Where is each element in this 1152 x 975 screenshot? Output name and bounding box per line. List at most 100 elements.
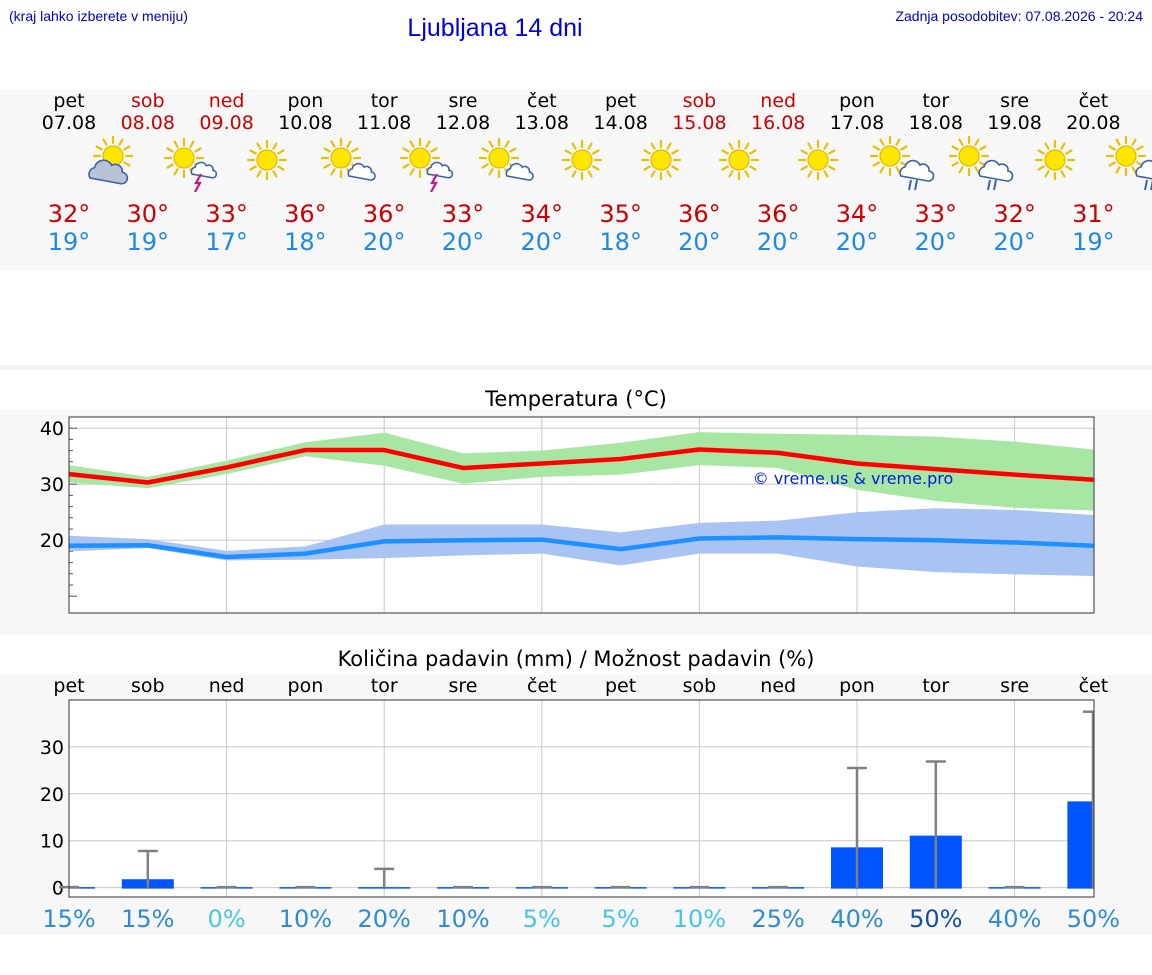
x-category-label: pet	[53, 675, 84, 697]
x-category-label: tor	[371, 675, 398, 697]
day-column: pet 14.08 35° 18°	[581, 90, 681, 256]
x-category-label: sre	[449, 675, 478, 697]
watermark: © vreme.us & vreme.pro	[753, 469, 954, 488]
day-column: pet 07.08 32° 19°	[29, 90, 134, 256]
sun-thunderstorm-icon	[163, 137, 217, 192]
x-category-label: pon	[288, 675, 324, 697]
y-tick-label: 30	[40, 474, 64, 496]
day-name: tor	[922, 90, 950, 112]
temp-min: 20°	[441, 228, 485, 256]
day-name: sre	[448, 90, 478, 112]
x-category-label: ned	[209, 675, 245, 697]
day-name: tor	[370, 90, 398, 112]
temp-max: 30°	[126, 200, 170, 228]
sun-rain-icon	[1106, 136, 1152, 191]
day-date: 08.08	[120, 112, 175, 134]
y-tick-label: 10	[40, 831, 64, 853]
temperature-chart-title: Temperatura (°C)	[485, 387, 667, 411]
temp-min: 20°	[756, 228, 800, 256]
sun-icon	[246, 139, 287, 181]
precip-chart-title: Količina padavin (mm) / Možnost padavin …	[337, 647, 815, 671]
temp-min: 20°	[835, 228, 879, 256]
temp-max: 36°	[362, 200, 406, 228]
sun-rain-icon	[869, 136, 935, 191]
day-name: čet	[1078, 90, 1109, 112]
sun-thunderstorm-icon	[400, 137, 454, 192]
precip-chance-label: 5%	[523, 905, 561, 933]
day-date: 12.08	[435, 112, 491, 134]
forecast-strip: pet 07.08 32° 19° sob 08.08 30° 19° ned 09.08 33° 1…	[0, 90, 1152, 270]
x-category-label: tor	[922, 675, 949, 697]
temp-max: 33°	[205, 200, 248, 228]
precip-bar	[1067, 801, 1094, 889]
day-name: pet	[604, 90, 637, 112]
day-column: tor 11.08 36° 20°	[344, 90, 454, 256]
temp-min: 17°	[205, 228, 248, 256]
temp-min: 19°	[126, 228, 170, 256]
precip-chance-label: 25%	[752, 905, 805, 933]
plot-frame	[68, 416, 1095, 614]
last-update: Zadnja posodobitev: 07.08.2026 - 20:24	[895, 8, 1143, 24]
day-date: 20.08	[1066, 112, 1121, 134]
temp-min: 20°	[362, 228, 406, 256]
precip-chance-label: 5%	[602, 905, 640, 933]
sun-icon	[719, 139, 760, 181]
day-column: pon 17.08 34° 20°	[817, 90, 935, 256]
day-name: pon	[287, 90, 324, 112]
sun-cloud-icon	[88, 136, 134, 185]
day-name: pon	[839, 90, 875, 112]
temp-min: 20°	[914, 228, 958, 256]
precip-bar	[358, 887, 411, 889]
x-category-label: pet	[605, 675, 636, 697]
day-date: 17.08	[829, 112, 885, 134]
plot-frame	[68, 699, 1095, 898]
day-column: ned 09.08 33° 17°	[187, 90, 287, 256]
temp-min: 19°	[1072, 228, 1115, 256]
day-date: 15.08	[672, 112, 727, 134]
temp-max: 32°	[993, 200, 1036, 228]
x-category-label: sob	[131, 675, 165, 697]
temp-max: 33°	[914, 200, 958, 228]
temp-min: 20°	[993, 228, 1036, 256]
temp-min: 18°	[599, 228, 642, 256]
temp-min: 18°	[284, 228, 327, 256]
day-date: 14.08	[593, 112, 648, 134]
temp-max: 32°	[47, 200, 91, 228]
x-category-label: ned	[760, 675, 796, 697]
day-date: 07.08	[41, 112, 97, 134]
divider	[0, 365, 1152, 370]
day-date: 19.08	[987, 112, 1042, 134]
day-column: sob 08.08 30° 19°	[108, 90, 217, 256]
y-tick-label: 30	[40, 737, 64, 759]
day-column: pon 10.08 36° 18°	[265, 90, 377, 256]
x-category-label: čet	[527, 675, 557, 697]
temp-min: 20°	[678, 228, 721, 256]
y-tick-label: 40	[40, 418, 64, 440]
temp-max: 34°	[835, 200, 879, 228]
sun-icon	[561, 139, 602, 181]
x-category-label: sre	[1000, 675, 1029, 697]
temp-min: 20°	[520, 228, 564, 256]
forecast-band	[0, 90, 1152, 270]
temp-max: 36°	[756, 200, 800, 228]
day-column: sob 15.08 36° 20°	[659, 90, 760, 256]
day-column: sre 19.08 32° 20°	[975, 90, 1075, 256]
max-temp-line	[68, 447, 1094, 485]
x-category-label: sob	[683, 675, 717, 697]
temperature-chart: 20 30 40 © vreme.us & vreme.pro	[40, 416, 1095, 614]
day-column: čet 20.08 31° 19°	[1053, 90, 1152, 256]
day-column: ned 16.08 36° 20°	[738, 90, 839, 256]
precip-chance-label: 0%	[208, 905, 246, 933]
precip-chance-label: 10%	[279, 905, 332, 933]
day-date: 09.08	[199, 112, 254, 134]
temp-min: 19°	[47, 228, 91, 256]
y-tick-label: 20	[40, 530, 64, 552]
page-title: Ljubljana 14 dni	[407, 14, 583, 42]
precip-chance-label: 10%	[673, 905, 726, 933]
day-name: sob	[131, 90, 165, 112]
y-tick-label: 20	[40, 784, 64, 806]
sun-small-cloud-icon	[478, 137, 534, 181]
precip-chance-label: 15%	[121, 905, 174, 933]
day-name: sob	[682, 90, 717, 112]
day-name: čet	[527, 90, 557, 112]
